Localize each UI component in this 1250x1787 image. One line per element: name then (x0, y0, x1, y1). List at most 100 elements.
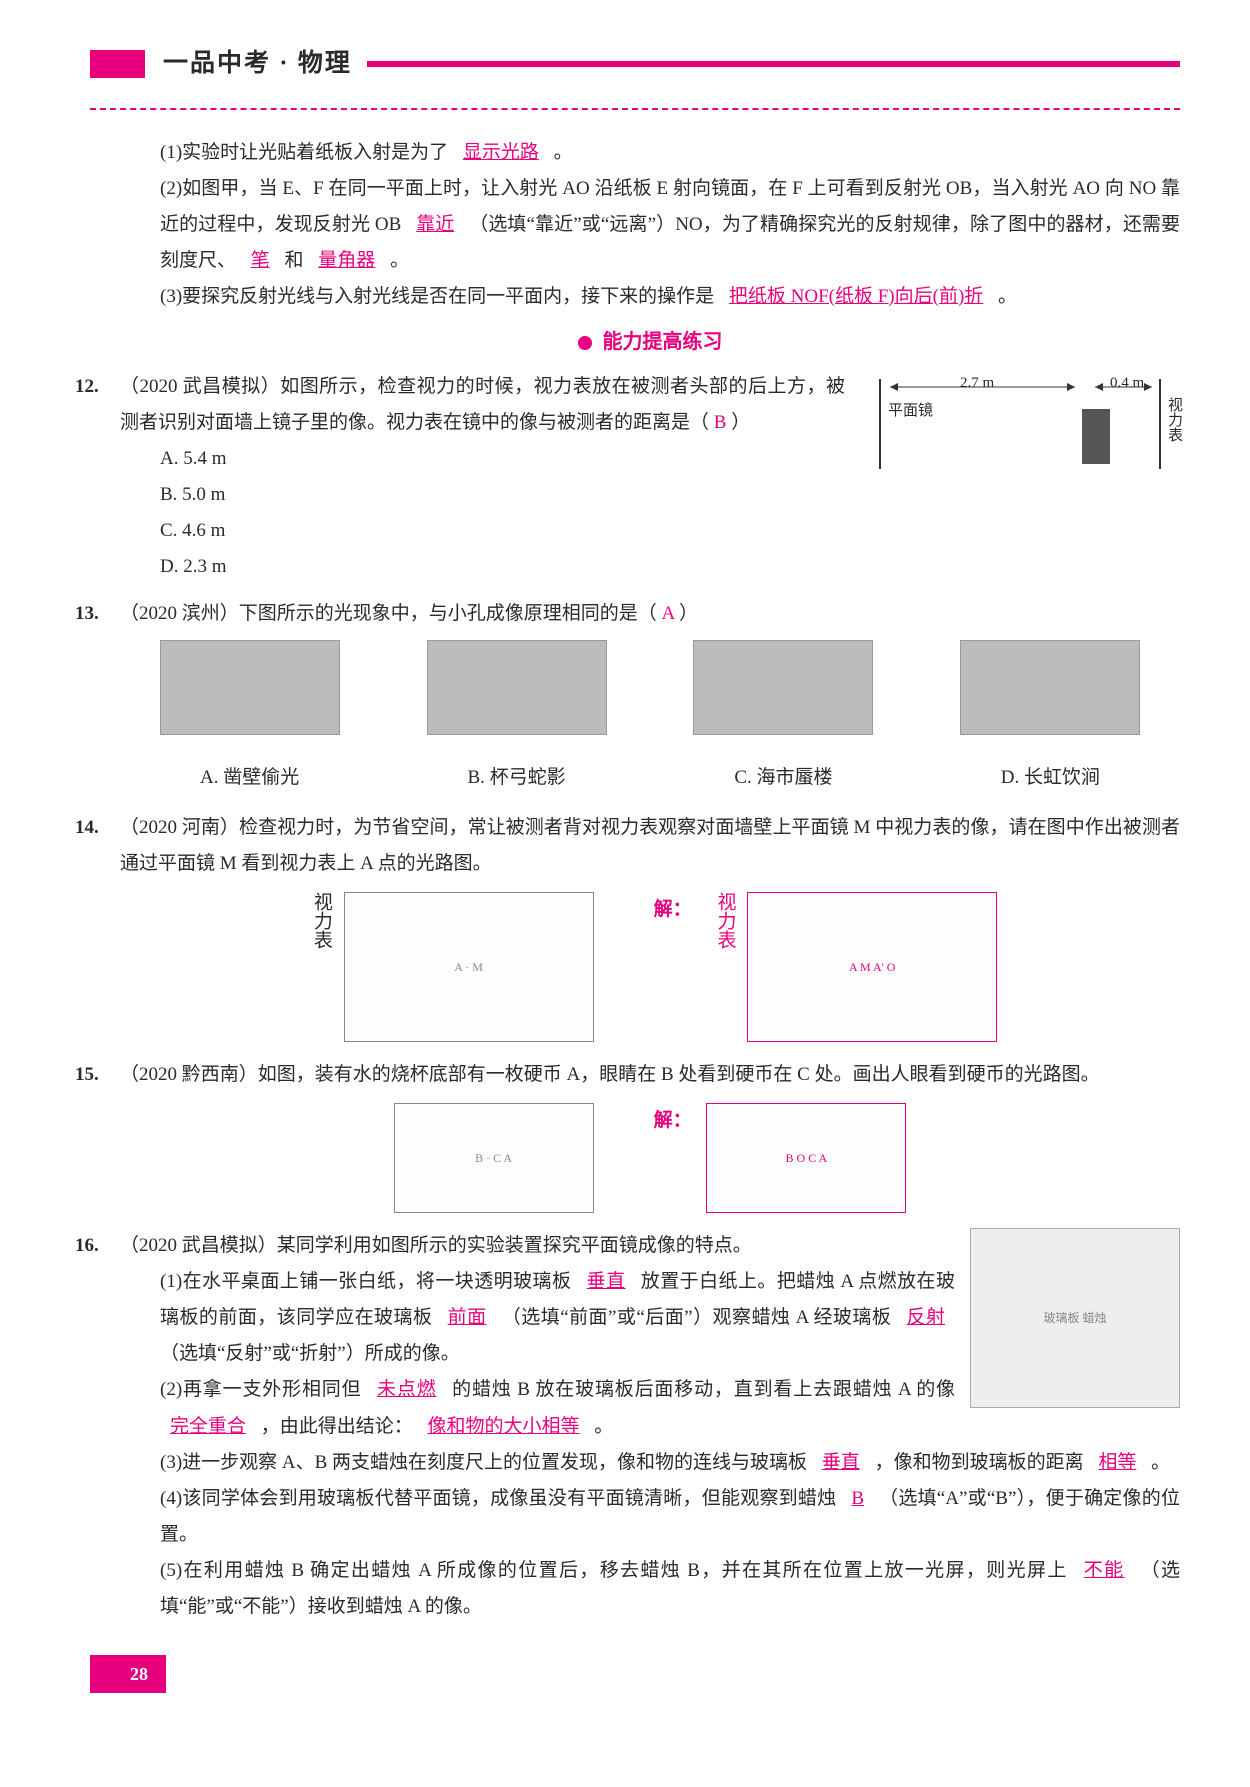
q16-sub1-blank3: 反射 (897, 1307, 955, 1328)
q13-opt-a: A. 凿壁偷光 (130, 760, 369, 796)
q16-figure: 玻璃板 蜡烛 (970, 1228, 1180, 1408)
q15-solution-label: 解： (654, 1110, 692, 1131)
q14-solution-label: 解： (654, 899, 692, 920)
section-ability-header: 能力提高练习 (120, 323, 1180, 361)
q12-mirror-label: 平面镜 (888, 397, 933, 426)
q11-sub2-blank3: 量角器 (308, 250, 385, 271)
q14-left-label: 视力表 (303, 892, 339, 949)
q14: 14. （2020 河南）检查视力时，为节省空间，常让被测者背对视力表观察对面墙… (120, 810, 1180, 1042)
q13-images-row (120, 632, 1180, 752)
q13-stem: （2020 滨州）下图所示的光现象中，与小孔成像原理相同的是（ (120, 603, 657, 624)
q16-sub3-blank1: 垂直 (812, 1452, 870, 1473)
q16-sub5-a: (5)在利用蜡烛 B 确定出蜡烛 A 所成像的位置后，移去蜡烛 B，并在其所在位… (160, 1560, 1068, 1581)
q15-solution-diagram: B O C A (706, 1103, 906, 1213)
q12-opt-c: C. 4.6 m (160, 513, 1180, 549)
q13-answer: A (662, 603, 675, 624)
book-header: 一品中考 · 物理 (90, 40, 1180, 88)
q13-opt-b: B. 杯弓蛇影 (397, 760, 636, 796)
q11-sub1: (1)实验时让光贴着纸板入射是为了 显示光路 。 (120, 135, 1180, 171)
book-title: 一品中考 · 物理 (163, 40, 352, 88)
q13-number: 13. (75, 596, 99, 632)
q14-right-wrap: 解： 视力表 A M A' O (654, 892, 998, 1042)
q14-diagrams: 视力表 A · M 解： 视力表 A M A' O (120, 892, 1180, 1042)
q11-sub3-post: 。 (998, 286, 1017, 307)
page-root: 一品中考 · 物理 (1)实验时让光贴着纸板入射是为了 显示光路 。 (2)如图… (0, 0, 1250, 1733)
q13-body: （2020 滨州）下图所示的光现象中，与小孔成像原理相同的是（ A ） (120, 596, 1180, 632)
q14-solution-diagram: A M A' O (747, 892, 997, 1042)
q12-stem-close: ） (731, 412, 750, 433)
q15: 15. （2020 黔西南）如图，装有水的烧杯底部有一枚硬币 A，眼睛在 B 处… (120, 1057, 1180, 1213)
q16-sub2-c: ，由此得出结论： (261, 1416, 413, 1437)
q15-diagrams: B · C A 解： B O C A (120, 1103, 1180, 1213)
q12-opt-b: B. 5.0 m (160, 477, 1180, 513)
q13-img-b-wrap (397, 640, 636, 748)
q12: 12. 2.7 m 0.4 m 平面镜 视力表 (120, 369, 1180, 586)
q16-sub4: (4)该同学体会到用玻璃板代替平面镜，成像虽没有平面镜清晰，但能观察到蜡烛 B … (120, 1481, 1180, 1553)
q13: 13. （2020 滨州）下图所示的光现象中，与小孔成像原理相同的是（ A ） … (120, 596, 1180, 800)
q16-sub2-blank3: 像和物的大小相等 (418, 1416, 590, 1437)
q12-opt-d: D. 2.3 m (160, 549, 1180, 585)
q16-sub4-blank1: B (841, 1488, 874, 1509)
q13-img-b (427, 640, 607, 735)
q13-img-d-wrap (931, 640, 1170, 748)
q16-number: 16. (75, 1228, 99, 1264)
q16-sub5: (5)在利用蜡烛 B 确定出蜡烛 A 所成像的位置后，移去蜡烛 B，并在其所在位… (120, 1553, 1180, 1625)
q16-sub2-a: (2)再拿一支外形相同但 (160, 1379, 361, 1400)
q16-sub1-blank2: 前面 (438, 1307, 497, 1328)
q11-sub2-c: 。 (390, 250, 409, 271)
q13-img-c-wrap (664, 640, 903, 748)
q11-sub1-blank: 显示光路 (453, 142, 549, 163)
q11-sub2-blank1: 靠近 (406, 214, 464, 235)
q16-sub3-b: ，像和物到玻璃板的距离 (875, 1452, 1084, 1473)
q16-sub5-blank1: 不能 (1074, 1560, 1135, 1581)
q16-sub4-a: (4)该同学体会到用玻璃板代替平面镜，成像虽没有平面镜清晰，但能观察到蜡烛 (160, 1488, 836, 1509)
q16-sub2-blank1: 未点燃 (367, 1379, 447, 1400)
q12-dist1-label: 2.7 m (960, 369, 994, 398)
q13-img-c (693, 640, 873, 735)
q12-answer: B (714, 412, 727, 433)
section-dot-icon (578, 336, 592, 350)
q15-left-wrap: B · C A (394, 1103, 594, 1213)
q13-opt-c: C. 海市蜃楼 (664, 760, 903, 796)
q15-left-diagram: B · C A (394, 1103, 594, 1213)
q16-sub3-c: 。 (1151, 1452, 1170, 1473)
q14-left-diagram: A · M (344, 892, 594, 1042)
q11-sub2-blank2: 笔 (241, 250, 280, 271)
q11-sub3-pre: (3)要探究反射光线与入射光线是否在同一平面内，接下来的操作是 (160, 286, 714, 307)
content-area: (1)实验时让光贴着纸板入射是为了 显示光路 。 (2)如图甲，当 E、F 在同… (90, 135, 1180, 1626)
q12-number: 12. (75, 369, 99, 405)
q14-stem: （2020 河南）检查视力时，为节省空间，常让被测者背对视力表观察对面墙壁上平面… (120, 810, 1180, 882)
q12-dist2-label: 0.4 m (1110, 369, 1144, 398)
page-number: 28 (90, 1655, 166, 1693)
q15-stem: （2020 黔西南）如图，装有水的烧杯底部有一枚硬币 A，眼睛在 B 处看到硬币… (120, 1057, 1180, 1093)
q15-right-wrap: 解： B O C A (654, 1103, 907, 1213)
header-dashed-rule (90, 108, 1180, 110)
q11-sub3-blank: 把纸板 NOF(纸板 F)向后(前)折 (719, 286, 993, 307)
q16-sub1-a: (1)在水平桌面上铺一张白纸，将一块透明玻璃板 (160, 1271, 571, 1292)
q16: 16. 玻璃板 蜡烛 （2020 武昌模拟）某同学利用如图所示的实验装置探究平面… (120, 1228, 1180, 1625)
q12-chart-label: 视力表 (1160, 397, 1189, 442)
header-rule (367, 61, 1180, 67)
q11-sub2: (2)如图甲，当 E、F 在同一平面上时，让入射光 AO 沿纸板 E 射向镜面，… (120, 171, 1180, 279)
q16-sub2-d: 。 (594, 1416, 613, 1437)
q13-opt-d: D. 长虹饮涧 (931, 760, 1170, 796)
q11-sub2-mid: 和 (285, 250, 304, 271)
q16-sub1-c: （选填“前面”或“后面”）观察蜡烛 A 经玻璃板 (502, 1307, 892, 1328)
q14-right-label: 视力表 (706, 892, 742, 949)
section-ability-title: 能力提高练习 (603, 331, 723, 353)
q11-sub3: (3)要探究反射光线与入射光线是否在同一平面内，接下来的操作是 把纸板 NOF(… (120, 279, 1180, 315)
q16-sub3-blank2: 相等 (1088, 1452, 1146, 1473)
page-footer: 28 (90, 1635, 1180, 1693)
q16-sub1-d: （选填“反射”或“折射”）所成的像。 (160, 1343, 460, 1364)
q16-sub1-blank1: 垂直 (577, 1271, 636, 1292)
q15-number: 15. (75, 1057, 99, 1093)
q16-sub3: (3)进一步观察 A、B 两支蜡烛在刻度尺上的位置发现，像和物的连线与玻璃板 垂… (120, 1445, 1180, 1481)
q13-stem-close: ） (679, 603, 698, 624)
header-accent-block (90, 50, 145, 78)
q13-labels-row: A. 凿壁偷光 B. 杯弓蛇影 C. 海市蜃楼 D. 长虹饮涧 (120, 752, 1180, 800)
q13-img-a (160, 640, 340, 735)
q16-sub2-blank2: 完全重合 (160, 1416, 256, 1437)
q13-img-d (960, 640, 1140, 735)
q12-figure: 2.7 m 0.4 m 平面镜 视力表 (860, 369, 1180, 479)
q16-sub2-b: 的蜡烛 B 放在玻璃板后面移动，直到看上去跟蜡烛 A 的像 (452, 1379, 955, 1400)
